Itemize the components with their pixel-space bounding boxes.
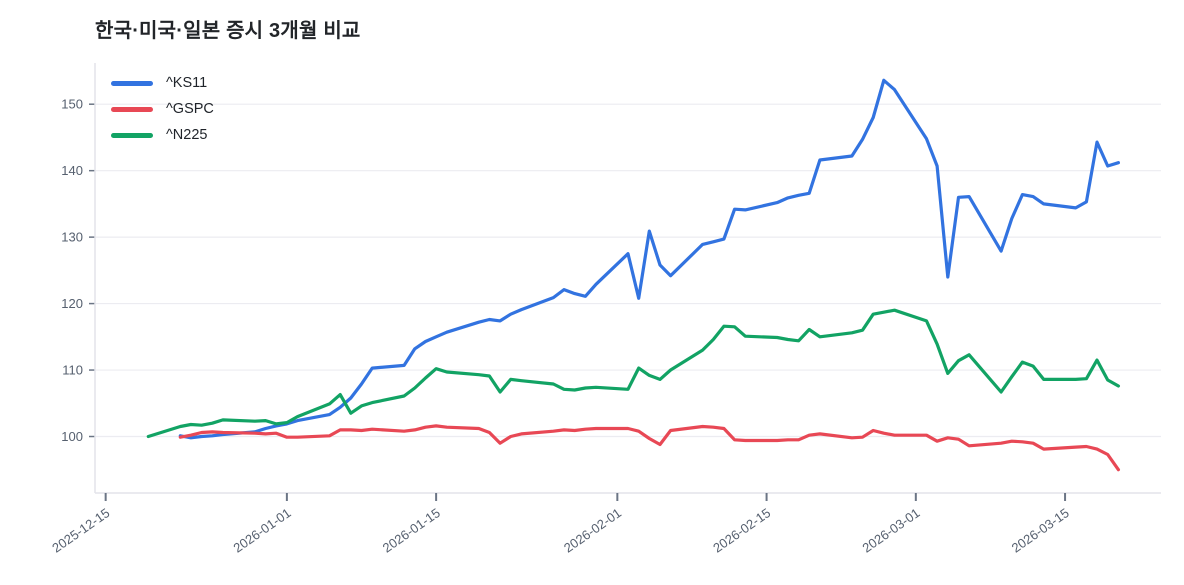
y-tick-label: 100 — [61, 429, 83, 444]
y-tick-label: 150 — [61, 97, 83, 112]
x-tick-label: 2025-12-15 — [49, 505, 112, 555]
legend-label-n225: ^N225 — [166, 127, 208, 143]
legend-label-gspc: ^GSPC — [166, 101, 214, 117]
page-title: 한국·미국·일본 증시 3개월 비교 — [95, 20, 361, 42]
legend-item-gspc[interactable]: ^GSPC — [111, 100, 214, 118]
legend-item-ks11[interactable]: ^KS11 — [111, 74, 214, 92]
x-tick-label: 2026-01-01 — [231, 505, 294, 555]
x-tick-label: 2026-02-01 — [561, 505, 624, 555]
y-tick-label: 130 — [61, 230, 83, 245]
ks11-line-swatch-icon — [111, 80, 153, 86]
legend-label-ks11: ^KS11 — [166, 75, 208, 91]
series-line-n225 — [146, 308, 1120, 439]
x-tick-label: 2026-03-15 — [1009, 505, 1072, 555]
gspc-line-swatch-icon — [111, 106, 153, 112]
y-tick-label: 140 — [61, 163, 83, 178]
series-line-gspc — [178, 424, 1120, 472]
y-tick-label: 110 — [62, 363, 83, 378]
x-tick-label: 2026-02-15 — [710, 505, 773, 555]
legend-item-n225[interactable]: ^N225 — [111, 126, 214, 144]
y-tick-label: 120 — [61, 296, 83, 311]
legend: ^KS11 ^GSPC ^N225 — [111, 74, 214, 144]
x-tick-label: 2026-03-01 — [859, 505, 922, 555]
x-tick-label: 2026-01-15 — [380, 505, 443, 555]
series-line-ks11 — [178, 78, 1120, 440]
n225-line-swatch-icon — [111, 132, 153, 138]
